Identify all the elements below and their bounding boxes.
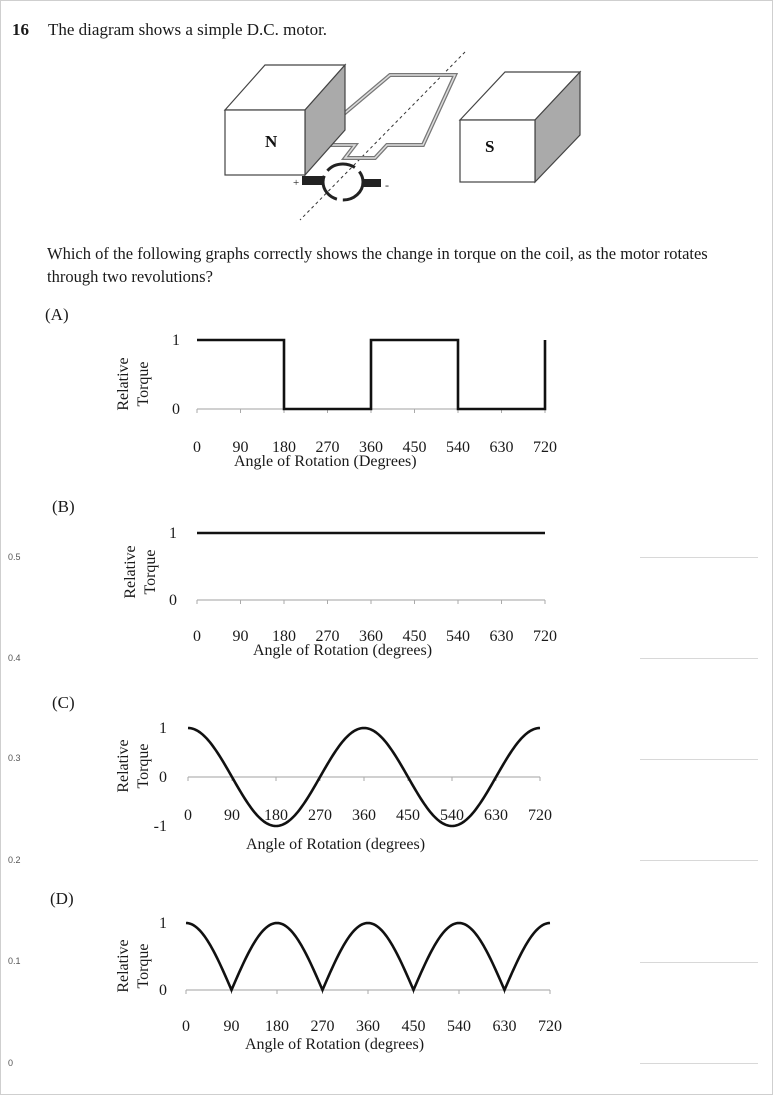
background-gridline xyxy=(640,759,758,760)
x-tick-label: 180 xyxy=(265,1018,289,1035)
minus-label: - xyxy=(385,178,389,192)
y-tick-label: 1 xyxy=(159,720,167,737)
x-tick-label: 720 xyxy=(533,439,557,456)
background-tick: 0.3 xyxy=(8,753,21,763)
x-tick-label: 360 xyxy=(356,1018,380,1035)
x-tick-label: 720 xyxy=(533,628,557,645)
y-tick-label: 0 xyxy=(159,982,167,999)
background-gridline xyxy=(640,557,758,558)
torque-series-line xyxy=(185,921,551,994)
south-label: S xyxy=(485,137,494,156)
x-tick-label: 630 xyxy=(493,1018,517,1035)
dc-motor-diagram: N S + - xyxy=(223,51,582,221)
option-d-label: (D) xyxy=(50,889,74,908)
x-tick-label: 180 xyxy=(264,807,288,824)
x-tick-label: 180 xyxy=(272,439,296,456)
x-tick-label: 270 xyxy=(316,439,340,456)
x-tick-label: 450 xyxy=(402,1018,426,1035)
x-tick-label: 90 xyxy=(233,628,249,645)
x-tick-label: 90 xyxy=(233,439,249,456)
x-tick-label: 0 xyxy=(193,439,201,456)
x-tick-label: 180 xyxy=(272,628,296,645)
background-gridline xyxy=(640,962,758,963)
background-gridline xyxy=(640,658,758,659)
x-tick-label: 0 xyxy=(182,1018,190,1035)
brush-right xyxy=(363,179,381,187)
torque-series-line xyxy=(187,726,541,828)
x-tick-label: 450 xyxy=(403,628,427,645)
x-axis-title: Angle of Rotation (degrees) xyxy=(246,836,426,853)
background-gridline xyxy=(640,860,758,861)
x-tick-label: 90 xyxy=(224,1018,240,1035)
brush-left xyxy=(302,176,324,185)
torque-series-line xyxy=(197,338,547,411)
option-c-label: (C) xyxy=(52,693,75,712)
plus-label: + xyxy=(293,177,299,189)
x-tick-label: 0 xyxy=(193,628,201,645)
x-tick-label: 360 xyxy=(359,439,383,456)
y-tick-label: 1 xyxy=(169,525,177,542)
x-axis-title: Angle of Rotation (Degrees) xyxy=(234,453,417,470)
x-tick-label: 720 xyxy=(538,1018,562,1035)
north-label: N xyxy=(265,132,278,151)
x-tick-label: 720 xyxy=(528,807,552,824)
x-tick-label: 630 xyxy=(490,439,514,456)
x-tick-label: 270 xyxy=(308,807,332,824)
background-tick: 0.1 xyxy=(8,956,21,966)
background-tick: 0.4 xyxy=(8,653,21,663)
x-axis-title: Angle of Rotation (degrees) xyxy=(245,1036,425,1053)
y-tick-label: 0 xyxy=(172,401,180,418)
x-tick-label: 360 xyxy=(352,807,376,824)
background-tick: 0.2 xyxy=(8,855,21,865)
x-tick-label: 450 xyxy=(396,807,420,824)
x-tick-label: 630 xyxy=(490,628,514,645)
south-magnet xyxy=(458,70,582,184)
x-axis-title: Angle of Rotation (degrees) xyxy=(253,642,433,659)
y-tick-label: 0 xyxy=(169,592,177,609)
x-tick-label: 0 xyxy=(184,807,192,824)
x-tick-label: 540 xyxy=(446,439,470,456)
option-a-label: (A) xyxy=(45,305,69,324)
background-tick: 0.5 xyxy=(8,552,21,562)
x-tick-label: 360 xyxy=(359,628,383,645)
x-tick-label: 270 xyxy=(311,1018,335,1035)
background-tick: 0 xyxy=(8,1058,14,1068)
x-tick-label: 540 xyxy=(446,628,470,645)
option-b-label: (B) xyxy=(52,497,75,516)
x-tick-label: 540 xyxy=(440,807,464,824)
x-tick-label: 450 xyxy=(403,439,427,456)
y-tick-label: 0 xyxy=(159,769,167,786)
background-gridline xyxy=(640,1063,758,1064)
y-tick-label: 1 xyxy=(159,915,167,932)
y-tick-label: 1 xyxy=(172,332,180,349)
y-tick-label: -1 xyxy=(154,818,167,835)
x-tick-label: 90 xyxy=(224,807,240,824)
question-number: 16 xyxy=(12,20,29,39)
x-tick-label: 630 xyxy=(484,807,508,824)
x-tick-label: 270 xyxy=(316,628,340,645)
question-prompt: Which of the following graphs correctly … xyxy=(47,244,708,286)
question-stem: The diagram shows a simple D.C. motor. xyxy=(48,20,328,39)
x-tick-label: 540 xyxy=(447,1018,471,1035)
north-magnet xyxy=(223,63,347,177)
